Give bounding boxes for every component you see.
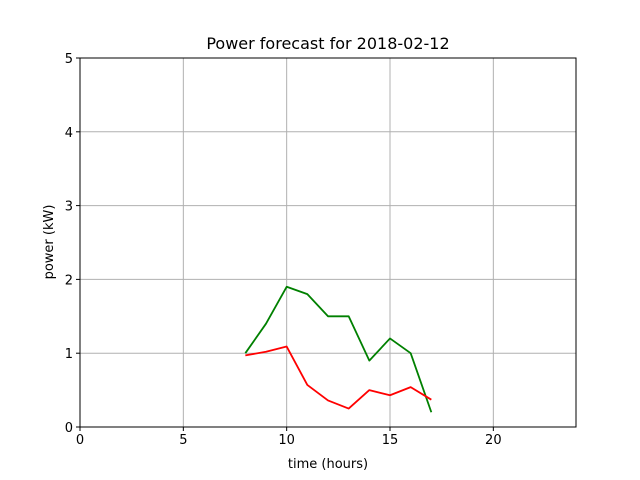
x-tick-label: 0 (76, 433, 84, 448)
y-tick-label: 2 (65, 273, 73, 288)
chart-title: Power forecast for 2018-02-12 (206, 34, 449, 53)
grid (79, 57, 576, 428)
y-tick-label: 3 (65, 200, 73, 215)
x-axis: 0 5 10 15 20 (76, 427, 502, 448)
y-tick-label: 0 (65, 421, 73, 436)
y-axis: 0 1 2 3 4 5 (65, 52, 80, 436)
x-tick-label: 5 (179, 433, 187, 448)
series-group (244, 285, 433, 413)
y-axis-label: power (kW) (42, 205, 57, 280)
y-tick-label: 1 (65, 347, 73, 362)
series-line-2 (245, 345, 432, 410)
plot-frame (79, 57, 577, 428)
x-axis-label: time (hours) (288, 457, 368, 472)
x-tick-label: 20 (485, 433, 502, 448)
x-tick-label: 10 (278, 433, 295, 448)
x-tick-label: 15 (382, 433, 399, 448)
y-tick-label: 5 (65, 52, 73, 67)
series-line-1 (244, 285, 433, 413)
y-tick-label: 4 (65, 126, 73, 141)
